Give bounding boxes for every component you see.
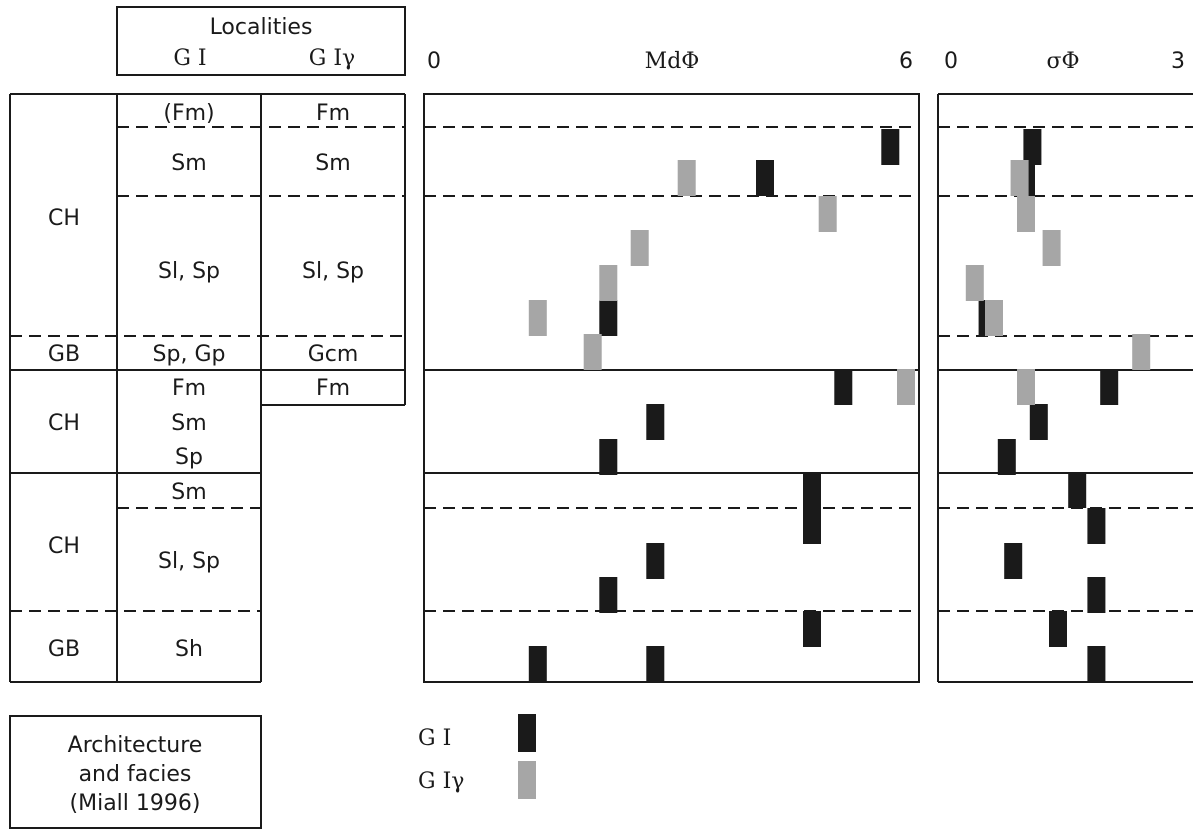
legend: G I G Iγ	[418, 714, 536, 799]
md-panel	[423, 93, 920, 683]
facies-giy-fm-2: Fm	[316, 376, 350, 401]
sigma-marks	[965, 129, 1151, 682]
md-mark-giy-5	[583, 334, 602, 370]
facies-giy-fm: Fm	[316, 101, 350, 126]
sigma-mark-giy-0	[1010, 160, 1029, 196]
md-mark-gi-2	[599, 300, 618, 336]
footer-line-2: and facies	[79, 762, 192, 787]
md-mark-giy-4	[528, 300, 547, 336]
sigma-mark-giy-4	[985, 300, 1003, 336]
sigma-mark-giy-6	[1017, 369, 1035, 405]
sigma-mark-giy-3	[965, 265, 984, 301]
md-mark-gi-1	[756, 160, 774, 196]
sigma-tick-min: 0	[944, 49, 958, 74]
sigma-mark-giy-2	[1042, 230, 1061, 266]
facies-giy-gcm: Gcm	[308, 342, 359, 367]
facies-gi-sh: Sh	[175, 637, 203, 662]
sigma-panel	[937, 93, 1193, 683]
md-mark-gi-12	[528, 646, 547, 682]
arch-ch-2: CH	[48, 411, 80, 436]
facies-gi-fm: Fm	[172, 376, 206, 401]
footer-line-1: Architecture	[68, 733, 203, 758]
md-title: MdΦ	[645, 49, 700, 74]
legend-label-gi: G I	[418, 726, 451, 751]
sigma-mark-gi-6	[1068, 472, 1087, 508]
md-mark-gi-3	[834, 369, 853, 405]
sigma-mark-gi-0	[1023, 129, 1042, 165]
localities-col-giy: G Iγ	[309, 46, 355, 71]
sigma-mark-gi-8	[1004, 543, 1023, 579]
md-mark-gi-4	[646, 404, 665, 440]
facies-gi-sp-gp: Sp, Gp	[153, 342, 226, 367]
sigma-mark-gi-3	[1100, 369, 1119, 405]
footer-box	[9, 715, 262, 829]
sigma-tick-max: 3	[1171, 49, 1185, 74]
md-marks	[528, 129, 915, 682]
localities-header-box	[116, 6, 406, 76]
facies-giy-sl-sp: Sl, Sp	[302, 259, 364, 284]
facies-gi-fm-paren: (Fm)	[163, 101, 214, 126]
arch-ch-1: CH	[48, 206, 80, 231]
sigma-title: σΦ	[1046, 49, 1079, 74]
md-mark-giy-0	[677, 160, 696, 196]
legend-label-giy: G Iγ	[418, 769, 464, 794]
md-tick-min: 0	[427, 49, 441, 74]
sigma-mark-gi-7	[1087, 508, 1106, 544]
md-mark-gi-7	[803, 508, 821, 544]
sigma-mark-gi-11	[1087, 646, 1106, 682]
facies-gi-sm: Sm	[171, 151, 206, 176]
md-mark-gi-11	[646, 646, 665, 682]
md-mark-giy-1	[818, 196, 837, 232]
facies-gi-sm-3: Sm	[171, 480, 206, 505]
legend-swatch-gi	[518, 714, 536, 752]
md-tick-max: 6	[899, 49, 913, 74]
md-mark-gi-8	[646, 543, 665, 579]
facies-gi-sp: Sp	[175, 445, 203, 470]
sigma-mark-gi-10	[1049, 611, 1067, 647]
localities-col-gi: G I	[173, 46, 206, 71]
arch-ch-3: CH	[48, 534, 80, 559]
legend-swatch-giy	[518, 761, 536, 799]
sigma-mark-giy-5	[1132, 334, 1151, 370]
md-mark-gi-5	[599, 439, 618, 475]
md-mark-gi-0	[881, 129, 900, 165]
sigma-mark-gi-9	[1087, 577, 1106, 613]
facies-gi-sl-sp-2: Sl, Sp	[158, 549, 220, 574]
arch-gb-2: GB	[48, 637, 80, 662]
facies-giy-sm: Sm	[315, 151, 350, 176]
md-mark-giy-2	[630, 230, 649, 266]
md-mark-gi-9	[599, 577, 618, 613]
sigma-mark-gi-5	[997, 439, 1016, 475]
facies-gi-sm-2: Sm	[171, 411, 206, 436]
facies-table	[9, 93, 406, 683]
sigma-mark-gi-4	[1029, 404, 1048, 440]
md-mark-giy-6	[897, 369, 915, 405]
localities-title: Localities	[210, 15, 313, 40]
md-mark-giy-3	[599, 265, 618, 301]
sigma-mark-giy-1	[1017, 196, 1035, 232]
md-mark-gi-10	[803, 611, 821, 647]
facies-gi-sl-sp: Sl, Sp	[158, 259, 220, 284]
md-mark-gi-6	[803, 472, 821, 508]
arch-gb-1: GB	[48, 342, 80, 367]
footer-line-3: (Miall 1996)	[70, 791, 201, 816]
